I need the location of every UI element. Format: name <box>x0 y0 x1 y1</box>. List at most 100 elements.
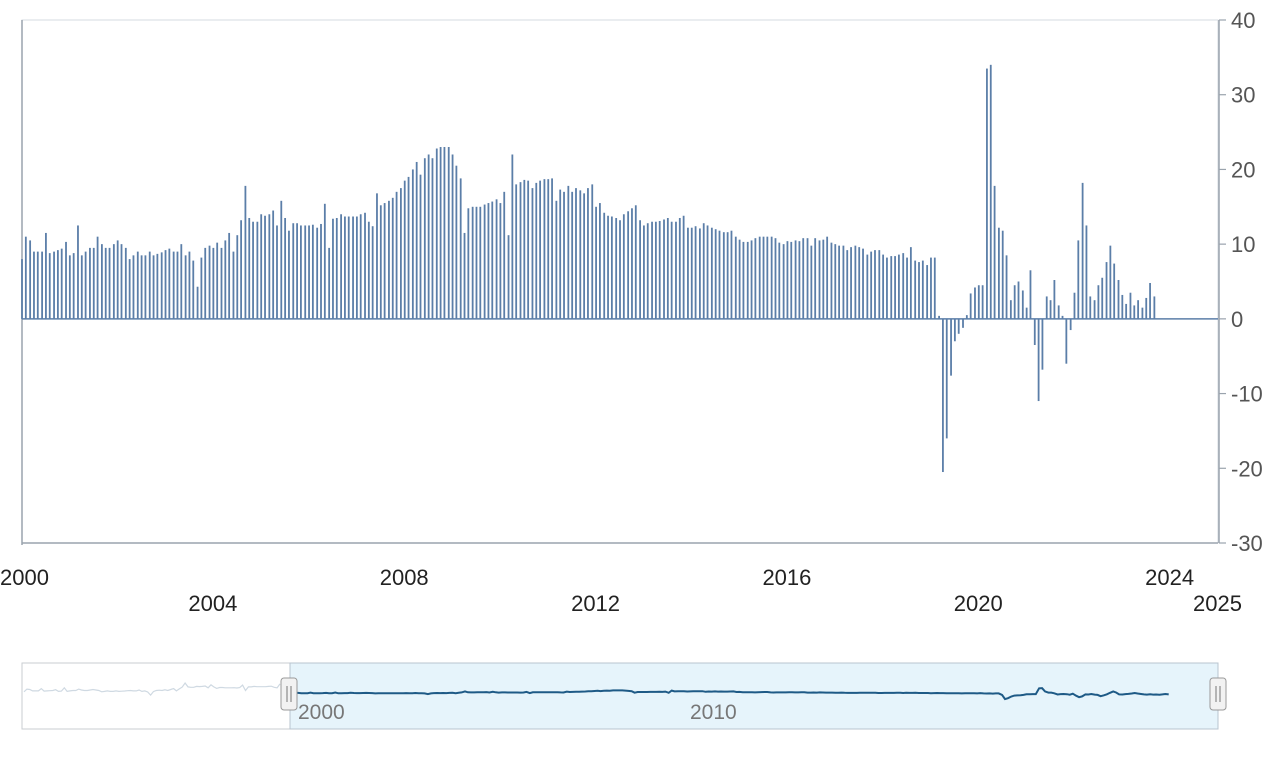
bar <box>698 228 701 319</box>
bar <box>427 154 430 319</box>
navigator-left-handle[interactable] <box>280 677 298 711</box>
bar <box>643 225 645 319</box>
y-tick-label: -20 <box>1231 456 1263 481</box>
bar <box>894 256 896 319</box>
bar <box>519 182 522 319</box>
bar <box>1121 294 1124 319</box>
bar <box>854 245 857 319</box>
bar <box>770 236 773 319</box>
bar <box>124 247 127 319</box>
bar <box>694 226 697 319</box>
bar <box>435 148 438 319</box>
bar <box>651 221 653 319</box>
bar <box>846 250 849 319</box>
bar <box>1053 280 1056 319</box>
bar <box>463 232 466 319</box>
bar <box>1093 300 1096 319</box>
bar <box>455 165 458 319</box>
bar <box>953 318 956 342</box>
bar <box>487 203 490 319</box>
navigator-selected-range[interactable] <box>289 662 1219 730</box>
bar <box>252 221 254 319</box>
bar <box>603 212 606 319</box>
bar <box>236 235 239 319</box>
bar <box>1009 300 1012 319</box>
bar <box>583 193 586 319</box>
bar <box>986 68 988 319</box>
bar <box>921 260 924 319</box>
bar <box>710 227 713 319</box>
bar <box>670 221 673 319</box>
bar <box>140 255 143 319</box>
bar <box>164 250 167 319</box>
bar <box>555 200 558 319</box>
bar-series <box>21 64 1156 473</box>
bar <box>938 315 940 319</box>
bar <box>1089 296 1092 319</box>
bar <box>1049 300 1052 319</box>
bar <box>579 190 582 319</box>
bar <box>144 255 147 319</box>
bar <box>706 225 709 319</box>
range-navigator[interactable]: 2000 2010 <box>21 662 1227 730</box>
bar <box>818 240 821 319</box>
bar <box>974 287 976 319</box>
bar <box>208 245 211 319</box>
bar <box>188 251 191 319</box>
bar <box>264 215 266 319</box>
bar <box>834 244 837 319</box>
bar <box>132 255 135 319</box>
bar <box>364 212 366 319</box>
bar <box>344 216 346 319</box>
bar <box>1065 318 1068 364</box>
bar <box>316 227 319 319</box>
x-tick-label: 2024 <box>1145 565 1194 590</box>
bar <box>1085 225 1088 319</box>
bar <box>587 188 589 319</box>
bar <box>543 179 546 319</box>
bar <box>335 217 338 319</box>
bar <box>1133 305 1136 319</box>
x-tick-label: 2020 <box>954 591 1003 616</box>
bar <box>858 247 861 319</box>
bar <box>403 180 406 319</box>
bar <box>646 223 649 319</box>
y-tick-label: 10 <box>1231 232 1255 257</box>
bar <box>762 236 765 319</box>
bar <box>981 285 984 319</box>
bar <box>942 318 944 473</box>
bar <box>180 244 183 319</box>
bar <box>323 203 326 319</box>
bar <box>304 225 307 319</box>
bar <box>1057 305 1060 319</box>
bar <box>320 223 322 319</box>
bar <box>503 191 506 319</box>
bar <box>718 230 721 319</box>
bar <box>216 242 219 319</box>
navigator-right-handle[interactable] <box>1209 677 1227 711</box>
bar <box>136 251 139 319</box>
bar <box>1149 282 1151 319</box>
bar <box>92 247 95 319</box>
bar <box>483 204 486 319</box>
y-axis-ticks: 40 30 20 10 0 -10 -20 -30 <box>1219 8 1263 556</box>
bar <box>1117 280 1120 319</box>
bar <box>168 248 171 319</box>
bar <box>56 250 59 319</box>
bar <box>288 230 290 319</box>
bar <box>276 225 278 319</box>
bar <box>977 285 980 319</box>
bar <box>272 210 275 319</box>
bar <box>196 286 199 319</box>
bar <box>806 238 809 319</box>
bar <box>599 203 601 319</box>
bar <box>862 248 864 319</box>
bar <box>1013 285 1016 319</box>
bar <box>443 147 446 319</box>
bar <box>33 251 35 319</box>
bar <box>244 185 247 319</box>
bar <box>172 251 175 319</box>
bar <box>415 161 418 319</box>
